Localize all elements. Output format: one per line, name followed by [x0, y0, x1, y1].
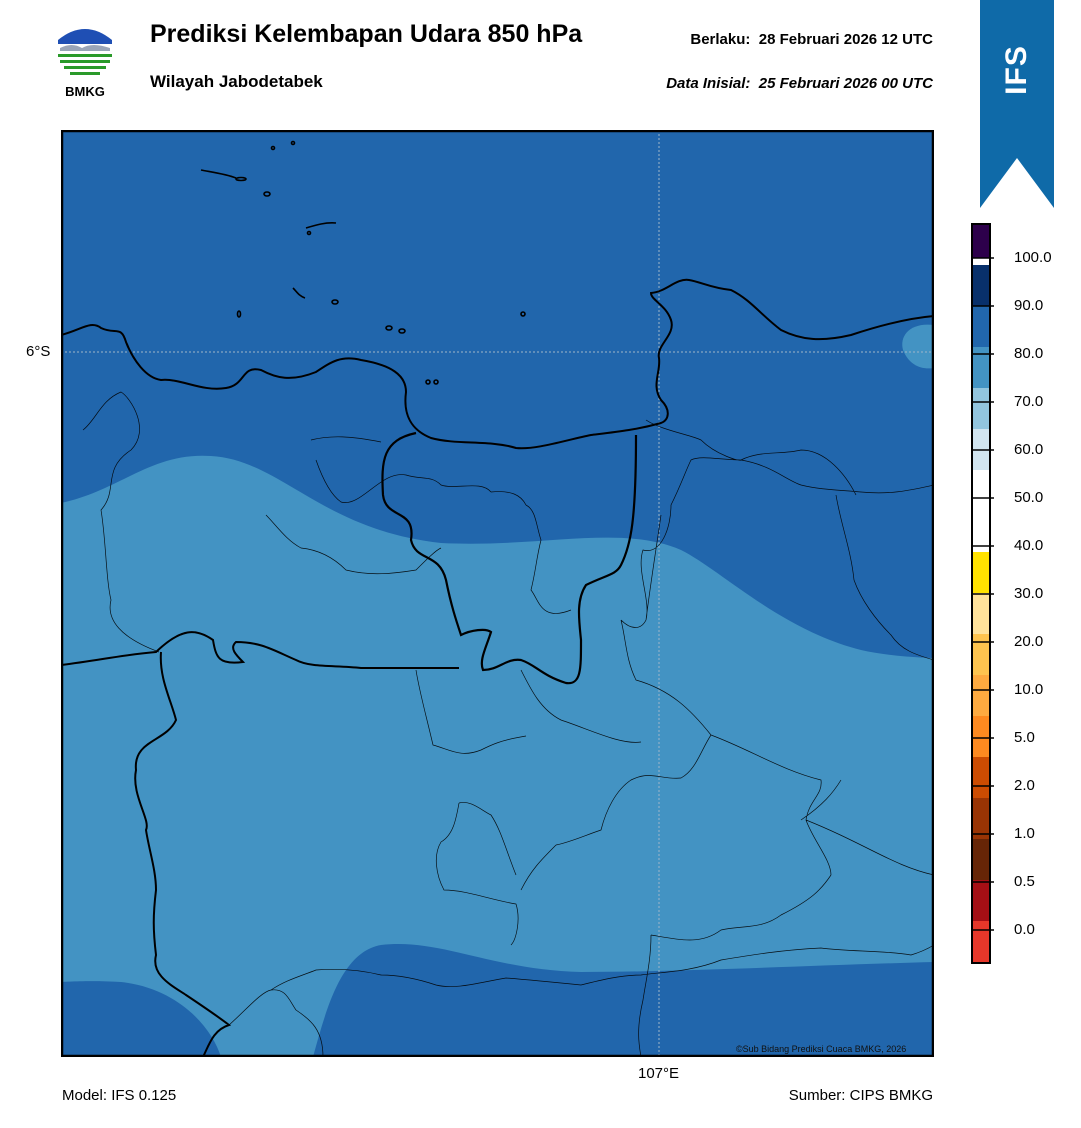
colorbar-bin — [972, 224, 990, 258]
colorbar-tick-label: 20.0 — [1014, 633, 1044, 650]
colorbar-tick-label: 5.0 — [1014, 729, 1035, 746]
colorbar-bin — [972, 839, 990, 880]
humidity-70-80-region — [61, 455, 934, 1057]
model-label: Model: IFS 0.125 — [62, 1087, 177, 1104]
colorbar-bin — [972, 511, 990, 552]
colorbar-bin — [972, 347, 990, 388]
colorbar-tick-label: 70.0 — [1014, 393, 1044, 410]
colorbar-tick-label: 1.0 — [1014, 825, 1035, 842]
humidity-map — [61, 130, 934, 1057]
init-time: Data Inisial: 25 Februari 2026 00 UTC — [666, 75, 933, 92]
colorbar-tick-label: 60.0 — [1014, 441, 1044, 458]
init-value: 25 Februari 2026 00 UTC — [758, 75, 933, 92]
map-subtitle: Wilayah Jabodetabek — [150, 72, 323, 91]
init-label: Data Inisial: — [666, 75, 751, 92]
source-label: Sumber: CIPS BMKG — [788, 1087, 933, 1104]
model-badge: IFS — [980, 0, 1054, 208]
colorbar-bin — [972, 388, 990, 429]
humidity-colorbar: 100.0 90.0 80.0 70.0 60.0 50.0 40.0 30.0 20.0 10.… — [970, 222, 1080, 967]
humidity-70-80-patch — [902, 324, 934, 369]
longitude-label: 107°E — [638, 1065, 680, 1082]
colorbar-tick-label: 0.0 — [1014, 921, 1035, 938]
colorbar-bin — [972, 798, 990, 839]
colorbar-tick-label: 10.0 — [1014, 681, 1044, 698]
thousand-islands — [200, 140, 526, 385]
provincial-boundary — [381, 431, 638, 685]
badge-label: IFS — [999, 45, 1033, 95]
colorbar-tick-label: 30.0 — [1014, 585, 1044, 602]
valid-label: Berlaku: — [690, 31, 751, 48]
map-title: Prediksi Kelembapan Udara 850 hPa — [150, 20, 583, 48]
colorbar-bin — [972, 265, 990, 306]
colorbar-tick-label: 2.0 — [1014, 777, 1035, 794]
colorbar-tick-label: 100.0 — [1014, 249, 1052, 266]
colorbar-bin — [972, 634, 990, 675]
colorbar-bin — [972, 552, 990, 593]
colorbar-bin — [972, 593, 990, 634]
colorbar-bin — [972, 306, 990, 347]
colorbar-bin — [972, 921, 990, 962]
colorbar-tick-label: 50.0 — [1014, 489, 1044, 506]
regency-boundaries — [82, 391, 934, 1057]
colorbar-tick-label: 0.5 — [1014, 873, 1035, 890]
valid-value: 28 Februari 2026 12 UTC — [758, 31, 933, 48]
bmkg-logo: BMKG — [52, 20, 118, 102]
colorbar-bin — [972, 757, 990, 798]
colorbar-tick-label: 80.0 — [1014, 345, 1044, 362]
province-line-south — [61, 631, 459, 1057]
badge-ribbon-icon — [980, 0, 1054, 208]
coastline — [61, 278, 934, 450]
bmkg-logo-icon — [55, 20, 115, 80]
colorbar-bin — [972, 675, 990, 716]
map-frame — [61, 130, 934, 1057]
latitude-label: 6°S — [26, 343, 51, 360]
colorbar-bin — [972, 470, 990, 511]
colorbar-tick-label: 40.0 — [1014, 537, 1044, 554]
logo-text: BMKG — [65, 84, 105, 99]
valid-time: Berlaku: 28 Februari 2026 12 UTC — [690, 31, 933, 48]
colorbar-tick-label: 90.0 — [1014, 297, 1044, 314]
colorbar-bin — [972, 880, 990, 921]
colorbar-bin — [972, 716, 990, 757]
copyright-text: ©Sub Bidang Prediksi Cuaca BMKG, 2026 — [736, 1044, 907, 1054]
